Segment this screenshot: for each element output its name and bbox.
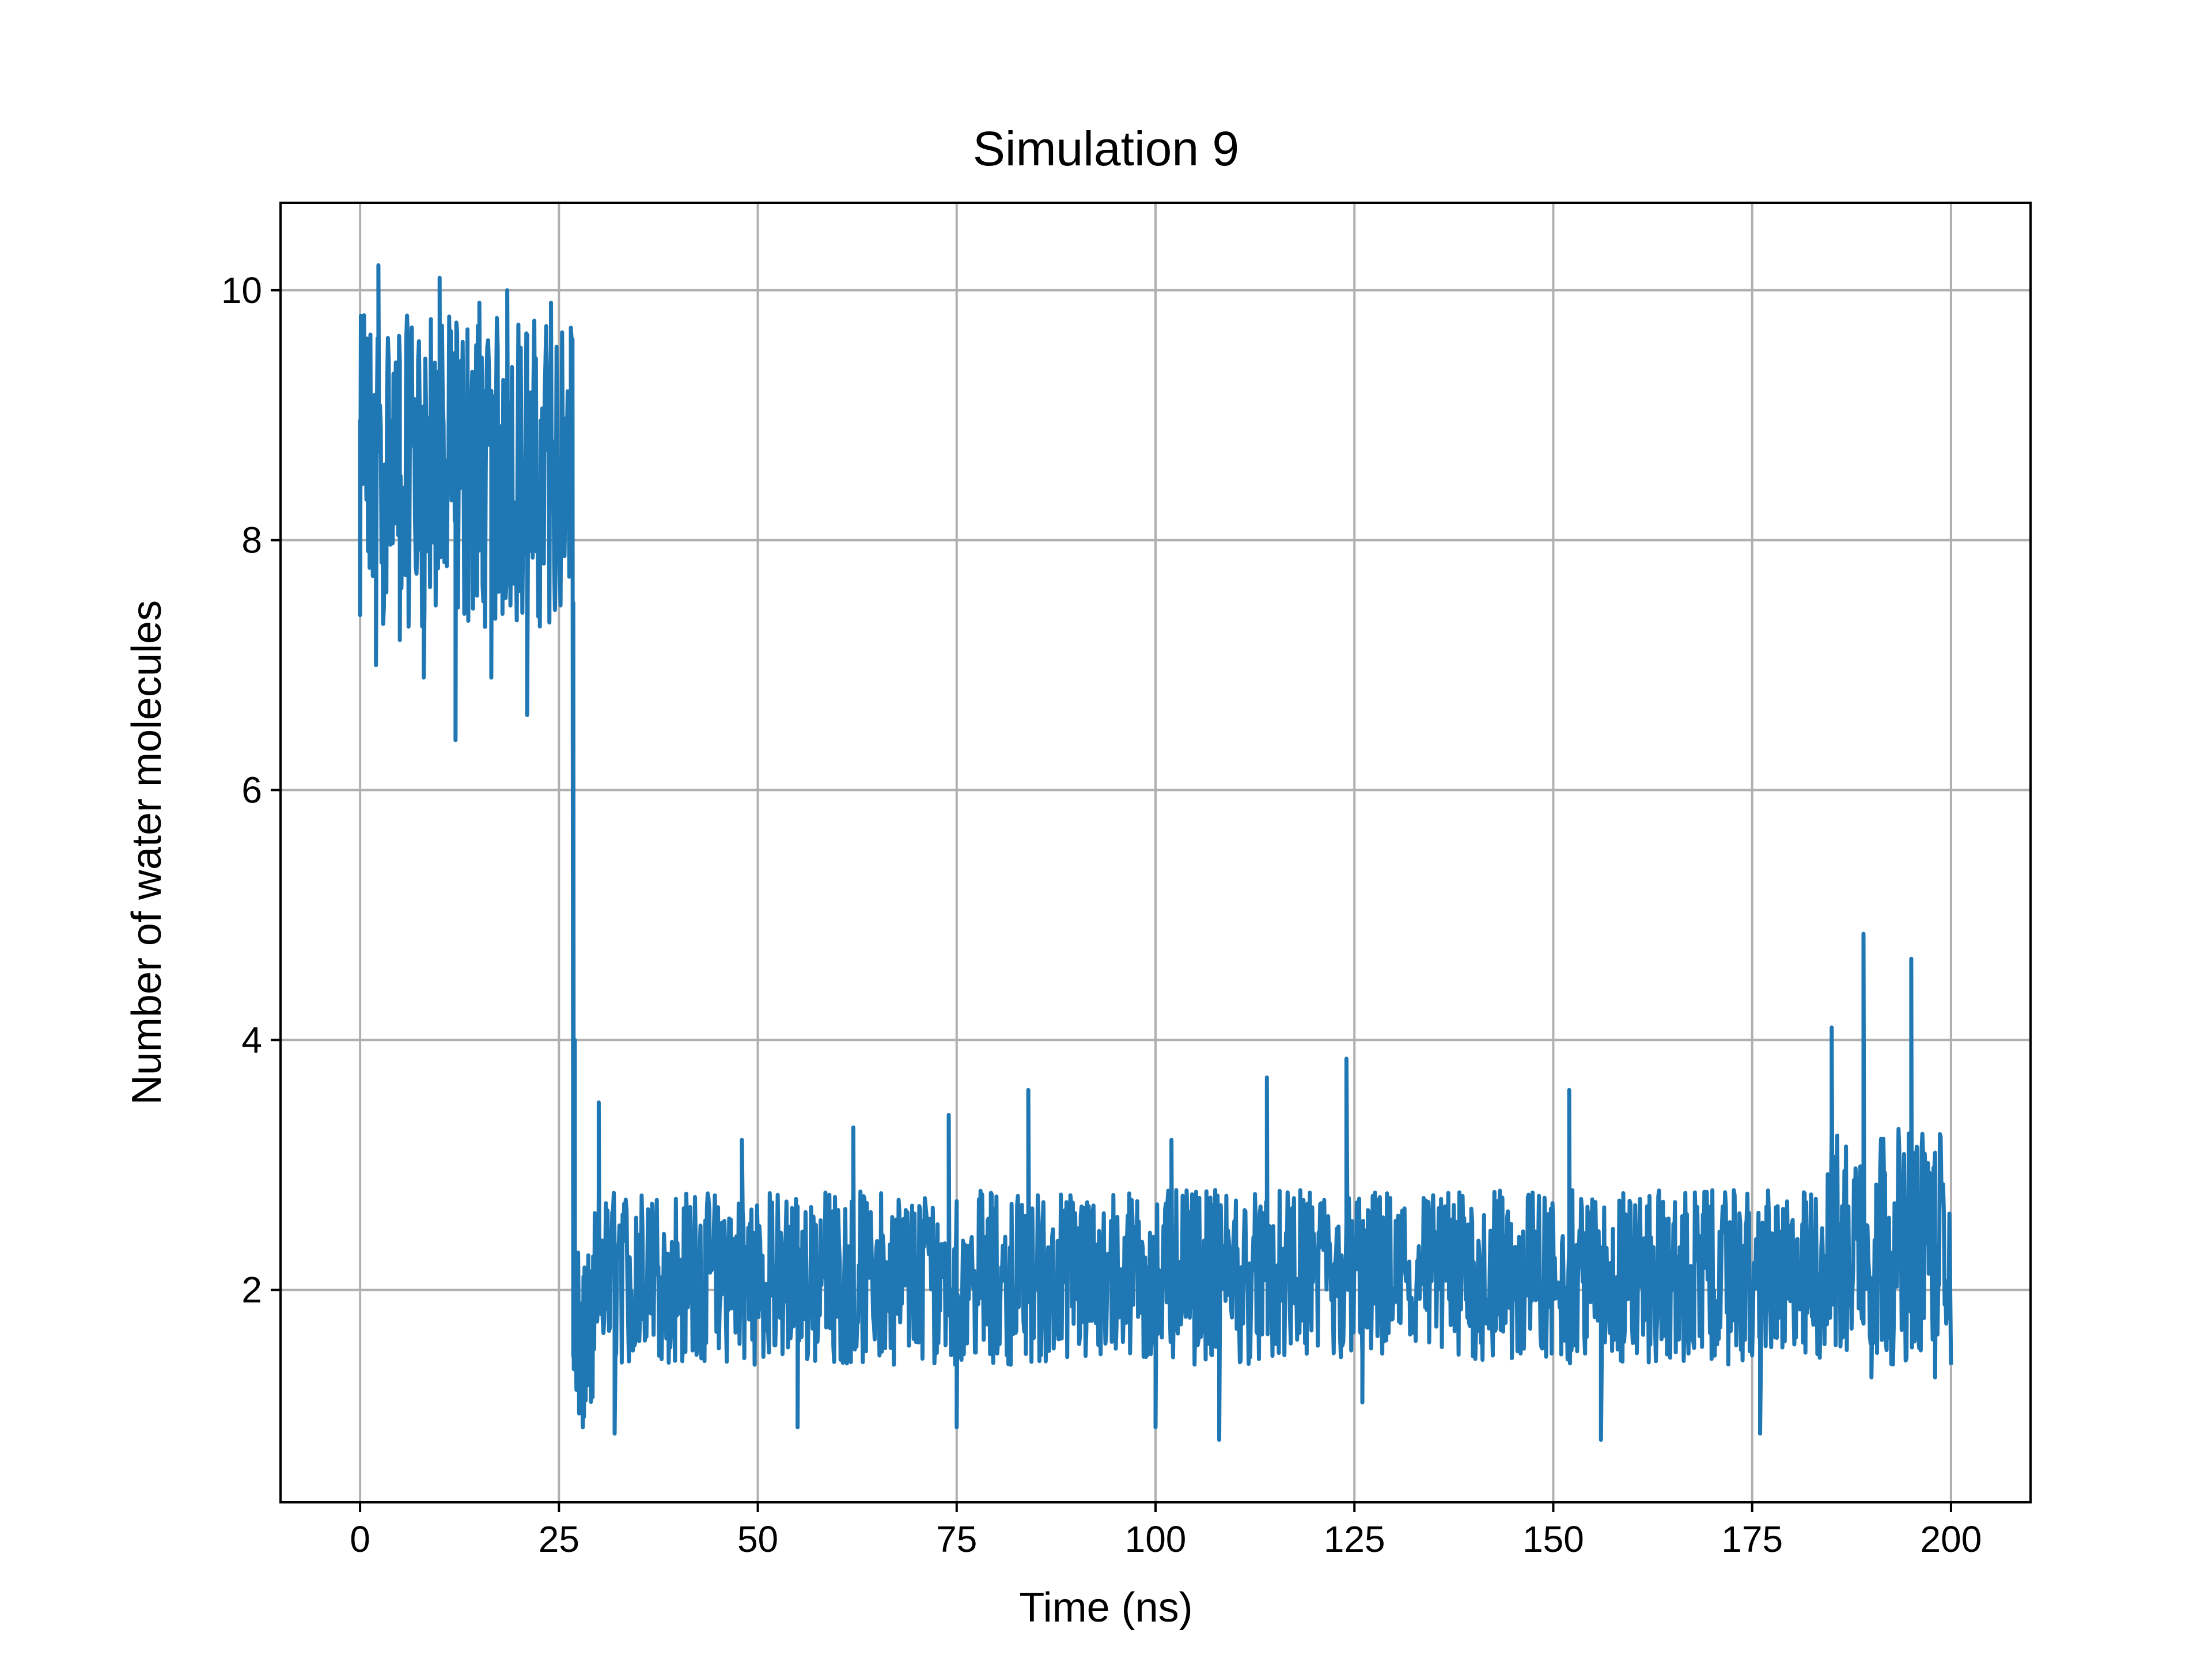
series-layer bbox=[358, 263, 1953, 1442]
x-axis-ticks: 0 25 50 75 100 125 150 175 200 bbox=[350, 1502, 1982, 1560]
x-tick-label: 175 bbox=[1721, 1518, 1783, 1560]
y-axis-ticks: 2 4 6 8 10 bbox=[221, 270, 281, 1310]
y-tick-label: 8 bbox=[241, 520, 262, 561]
y-axis-label: Number of water molecules bbox=[124, 600, 170, 1105]
x-tick-label: 150 bbox=[1522, 1518, 1584, 1560]
y-tick-label: 10 bbox=[221, 270, 262, 311]
x-tick-label: 0 bbox=[350, 1518, 370, 1560]
x-axis-label: Time (ns) bbox=[1019, 1585, 1193, 1631]
y-tick-label: 4 bbox=[241, 1019, 262, 1060]
y-tick-label: 6 bbox=[241, 770, 262, 811]
x-tick-label: 100 bbox=[1125, 1518, 1187, 1560]
x-tick-label: 200 bbox=[1921, 1518, 1982, 1560]
x-tick-label: 50 bbox=[737, 1518, 778, 1560]
series-line bbox=[358, 263, 1953, 1442]
x-tick-label: 25 bbox=[539, 1518, 579, 1560]
chart-title: Simulation 9 bbox=[972, 122, 1240, 176]
x-tick-label: 75 bbox=[936, 1518, 977, 1560]
x-tick-label: 125 bbox=[1324, 1518, 1385, 1560]
y-tick-label: 2 bbox=[241, 1269, 262, 1310]
